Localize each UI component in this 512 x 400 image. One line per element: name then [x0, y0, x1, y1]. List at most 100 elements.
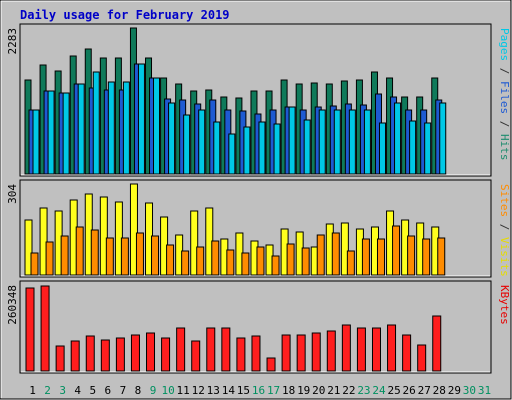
- bar-sites-day-28: [437, 237, 446, 276]
- day-label-27: 27: [418, 384, 431, 397]
- bar-pages-day-27: [424, 122, 432, 175]
- day-label-16: 16: [252, 384, 265, 397]
- bar-pages-day-1: [32, 109, 40, 175]
- bar-sites-day-11: [181, 250, 190, 276]
- bar-pages-day-24: [378, 122, 386, 175]
- panel-top-max-label: 2283: [6, 28, 19, 55]
- panel-top: 2283 Pages / Files / Hits: [6, 23, 511, 177]
- panel-bottom-legend-part: KBytes: [498, 285, 511, 325]
- bar-kbytes-day-6: [100, 339, 110, 372]
- panel-top-legend-part: /: [498, 114, 511, 134]
- bar-visits-day-22: [340, 222, 349, 276]
- bar-sites-day-4: [75, 226, 84, 276]
- panel-bottom-max-label: 260348: [6, 285, 19, 325]
- bar-kbytes-day-27: [417, 344, 427, 372]
- bar-sites-day-19: [301, 247, 310, 276]
- day-label-4: 4: [74, 384, 81, 397]
- bar-kbytes-day-3: [55, 345, 65, 372]
- bar-kbytes-day-19: [296, 334, 306, 372]
- panel-top-legend-part: Pages: [498, 28, 511, 61]
- bar-sites-day-25: [392, 225, 401, 276]
- bar-sites-day-26: [407, 235, 416, 276]
- bar-pages-day-4: [77, 83, 85, 175]
- day-label-3: 3: [59, 384, 66, 397]
- bar-pages-day-20: [318, 109, 326, 175]
- bar-pages-day-13: [213, 121, 221, 175]
- bar-pages-day-12: [198, 109, 206, 175]
- bar-sites-day-23: [361, 238, 370, 276]
- bar-visits-day-1: [24, 219, 33, 276]
- panel-top-legend-part: /: [498, 61, 511, 81]
- bar-sites-day-24: [376, 238, 385, 276]
- bar-sites-day-10: [166, 244, 175, 276]
- bar-sites-day-17: [271, 255, 280, 276]
- day-label-15: 15: [237, 384, 250, 397]
- panel-bottom-legend: KBytes: [498, 285, 511, 325]
- bar-pages-day-6: [107, 81, 115, 175]
- bar-sites-day-20: [316, 234, 325, 276]
- day-label-31: 31: [478, 384, 491, 397]
- bar-sites-day-1: [30, 252, 39, 276]
- panel-middle: 304 Sites / Visits: [6, 179, 511, 278]
- panel-bottom: 260348 KBytes: [6, 280, 511, 374]
- bar-kbytes-day-21: [326, 330, 336, 372]
- bar-pages-day-8: [137, 63, 145, 175]
- bar-sites-day-14: [226, 249, 235, 276]
- bar-kbytes-day-28: [432, 315, 442, 372]
- bar-kbytes-day-25: [387, 324, 397, 372]
- bar-visits-day-12: [190, 210, 199, 276]
- day-label-30: 30: [463, 384, 476, 397]
- bar-sites-day-3: [60, 235, 69, 276]
- bar-kbytes-day-8: [130, 334, 140, 372]
- bar-kbytes-day-17: [266, 357, 276, 372]
- bar-sites-day-16: [256, 246, 265, 276]
- bar-pages-day-18: [288, 106, 296, 175]
- bar-pages-day-23: [363, 109, 371, 175]
- chart-title: Daily usage for February 2019: [20, 8, 230, 22]
- panel-middle-legend-part: /: [498, 217, 511, 237]
- bar-sites-day-12: [196, 246, 205, 276]
- bar-kbytes-day-24: [371, 327, 381, 372]
- panel-middle-max-label: 304: [6, 184, 19, 204]
- day-label-24: 24: [372, 384, 386, 397]
- bar-kbytes-day-4: [70, 340, 80, 372]
- bar-sites-day-9: [151, 235, 160, 276]
- day-label-7: 7: [120, 384, 127, 397]
- bar-kbytes-day-5: [85, 335, 95, 372]
- bar-kbytes-day-13: [206, 327, 216, 372]
- bar-pages-day-25: [394, 102, 402, 175]
- day-label-18: 18: [282, 384, 295, 397]
- bar-kbytes-day-15: [236, 337, 246, 372]
- panel-middle-legend-part: Sites: [498, 184, 511, 217]
- bar-kbytes-day-2: [40, 285, 50, 372]
- bar-kbytes-day-16: [251, 335, 261, 372]
- bar-visits-day-8: [129, 183, 138, 276]
- bar-sites-day-8: [135, 232, 144, 276]
- day-label-8: 8: [135, 384, 142, 397]
- bar-pages-day-11: [183, 114, 191, 175]
- bar-sites-day-22: [346, 250, 355, 276]
- day-label-19: 19: [297, 384, 310, 397]
- panel-top-legend-part: Files: [498, 81, 511, 114]
- day-label-28: 28: [433, 384, 446, 397]
- bar-pages-day-15: [243, 126, 251, 175]
- bar-sites-day-21: [331, 232, 340, 276]
- day-label-6: 6: [105, 384, 112, 397]
- day-label-17: 17: [267, 384, 280, 397]
- bar-pages-day-14: [228, 133, 236, 175]
- day-label-12: 12: [192, 384, 205, 397]
- bar-sites-day-6: [105, 237, 114, 276]
- day-label-23: 23: [357, 384, 370, 397]
- bar-pages-day-17: [273, 123, 281, 175]
- bar-sites-day-18: [286, 243, 295, 276]
- bar-sites-day-13: [211, 240, 220, 276]
- bar-pages-day-3: [62, 92, 70, 175]
- day-label-20: 20: [312, 384, 325, 397]
- bar-pages-day-21: [333, 109, 341, 175]
- bar-kbytes-day-11: [176, 327, 186, 372]
- bar-kbytes-day-20: [311, 332, 321, 372]
- bar-kbytes-day-1: [25, 287, 35, 372]
- panel-top-legend: Pages / Files / Hits: [498, 28, 511, 161]
- bar-pages-day-28: [439, 102, 447, 175]
